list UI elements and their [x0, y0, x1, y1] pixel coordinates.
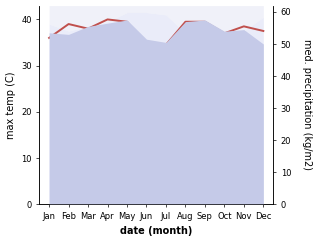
- Y-axis label: med. precipitation (kg/m2): med. precipitation (kg/m2): [302, 39, 313, 170]
- X-axis label: date (month): date (month): [120, 227, 192, 236]
- Y-axis label: max temp (C): max temp (C): [5, 71, 16, 139]
